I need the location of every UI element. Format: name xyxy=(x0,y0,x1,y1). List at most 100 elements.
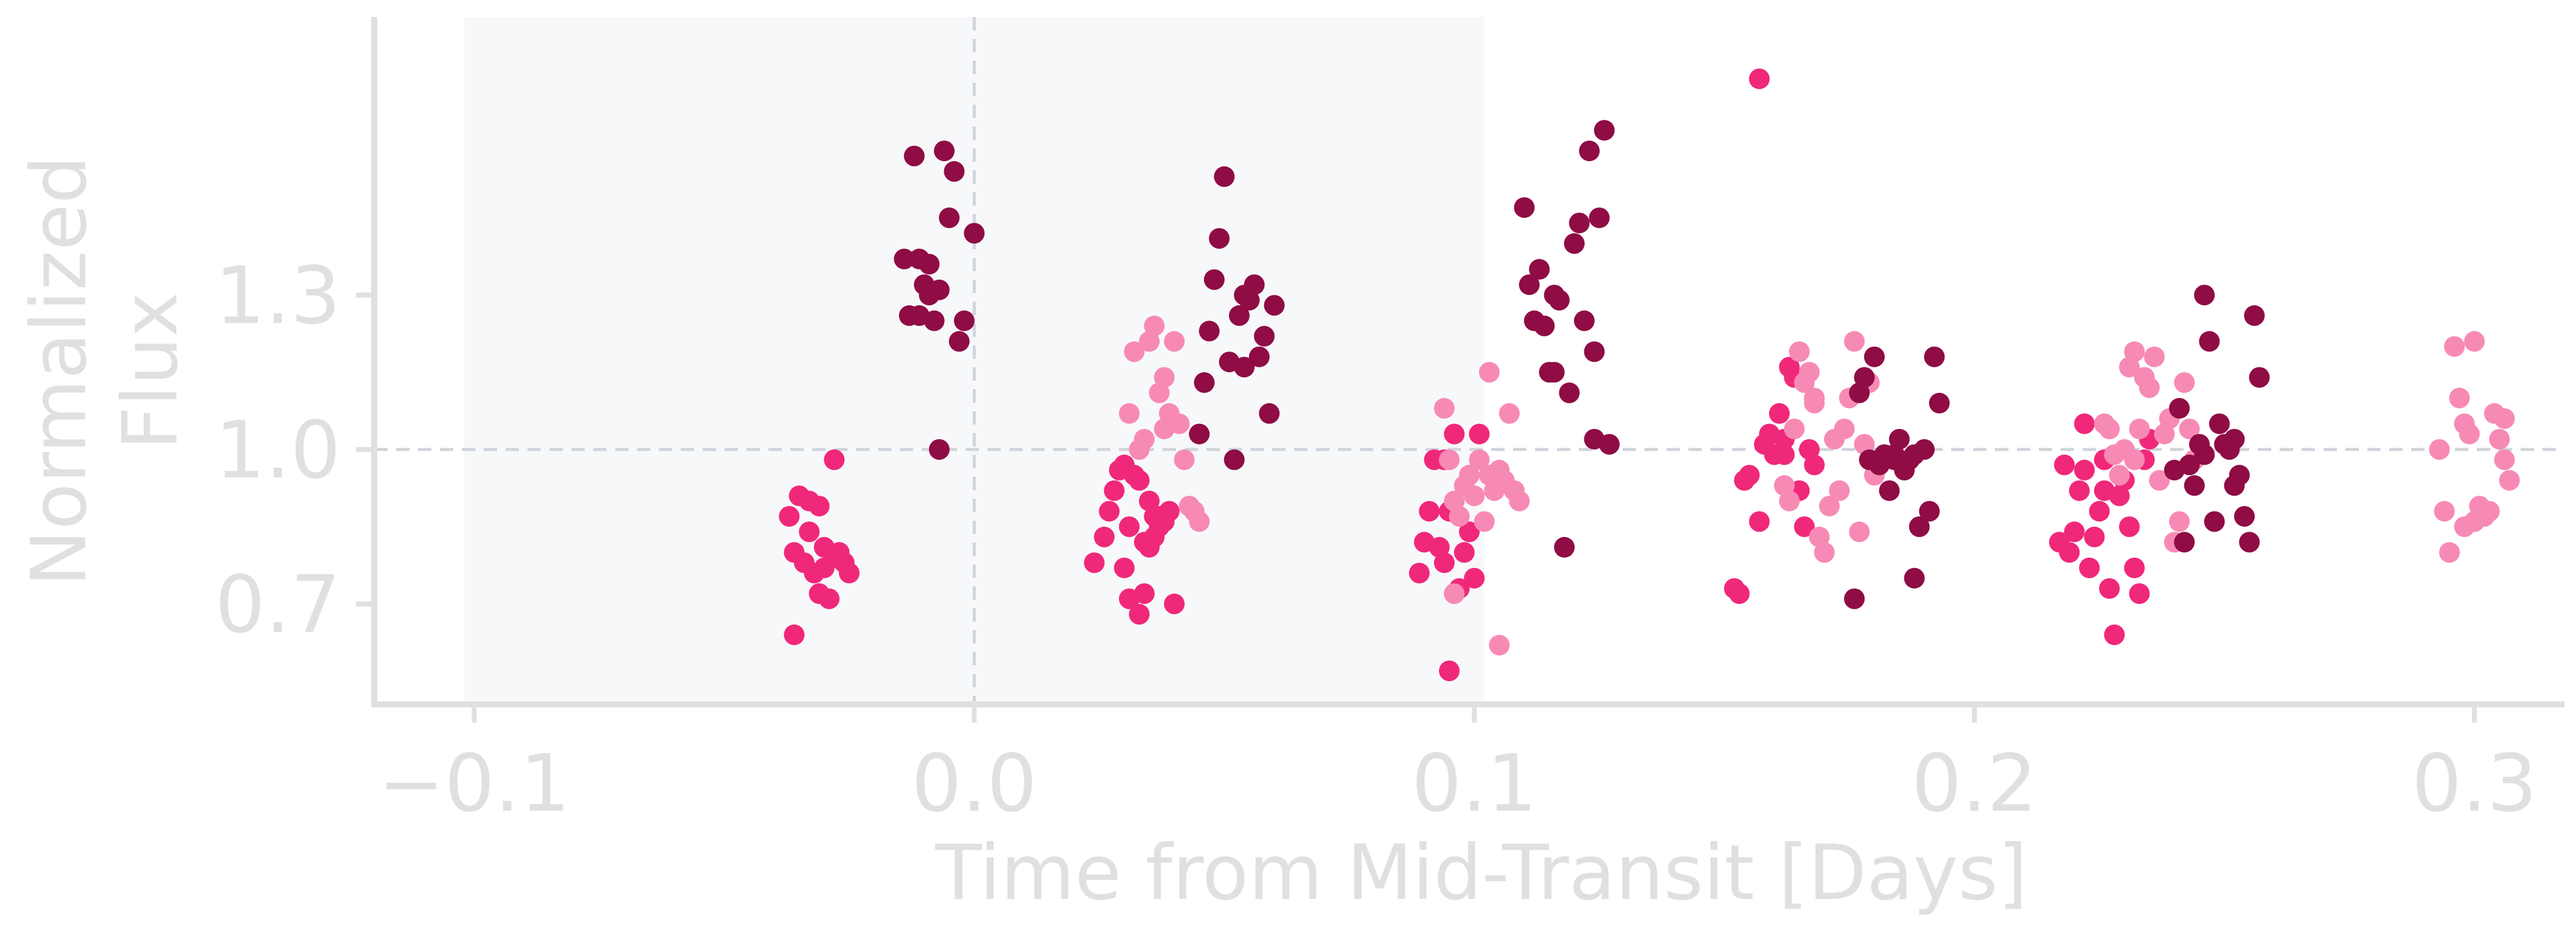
data-point xyxy=(2464,331,2485,352)
data-point xyxy=(1924,346,1945,367)
y-tick-label: 1.0 xyxy=(215,404,341,496)
data-point xyxy=(1589,207,1610,229)
data-point xyxy=(1849,521,1870,543)
x-tick-label: 0.0 xyxy=(911,737,1037,830)
data-point xyxy=(1419,501,1440,522)
data-point xyxy=(1554,536,1575,558)
data-point xyxy=(2494,449,2515,470)
data-point xyxy=(1544,285,1565,306)
data-point xyxy=(2079,557,2100,578)
data-points xyxy=(779,68,2520,681)
data-point xyxy=(2244,305,2265,326)
data-point xyxy=(2109,465,2130,486)
data-point xyxy=(1224,449,1245,470)
data-point xyxy=(1234,356,1255,378)
data-point xyxy=(1789,341,1810,362)
data-point xyxy=(2124,449,2145,470)
data-point xyxy=(1264,295,1285,316)
data-point xyxy=(1559,382,1580,403)
data-point xyxy=(809,496,830,517)
data-point xyxy=(2074,413,2095,434)
data-point xyxy=(2194,444,2215,465)
data-point xyxy=(824,449,845,470)
data-point xyxy=(1544,362,1565,383)
data-point xyxy=(779,506,800,527)
data-point xyxy=(1154,418,1175,440)
data-point xyxy=(1579,140,1600,162)
data-point xyxy=(1453,542,1475,563)
data-point xyxy=(2054,454,2075,476)
data-point xyxy=(1784,418,1805,440)
data-point xyxy=(2118,516,2140,537)
data-point xyxy=(964,223,985,244)
data-point xyxy=(1749,511,1770,532)
data-point xyxy=(944,161,965,182)
data-point xyxy=(1189,511,1210,532)
data-point xyxy=(1234,285,1255,306)
data-point xyxy=(1854,367,1875,388)
data-point xyxy=(1444,423,1465,445)
data-point xyxy=(2209,413,2230,434)
data-point xyxy=(2174,372,2195,393)
data-point xyxy=(1464,485,1485,507)
data-point xyxy=(1464,567,1485,589)
data-point xyxy=(2194,285,2215,306)
data-point xyxy=(1564,233,1585,254)
data-point xyxy=(2429,439,2450,460)
data-point xyxy=(2149,470,2170,491)
data-point xyxy=(1904,444,1925,465)
data-point xyxy=(1489,634,1510,656)
data-point xyxy=(1228,305,1250,326)
data-point xyxy=(1203,269,1225,290)
data-point xyxy=(1113,557,1135,578)
data-point xyxy=(2169,398,2190,419)
data-point xyxy=(1798,362,1820,383)
data-point xyxy=(1779,490,1800,512)
data-point xyxy=(1129,603,1150,625)
data-point xyxy=(2444,336,2465,357)
data-point xyxy=(903,145,925,167)
data-point xyxy=(939,207,960,229)
data-point xyxy=(2489,429,2510,450)
data-point xyxy=(1499,403,1520,424)
data-point xyxy=(1919,501,1940,522)
data-point xyxy=(1888,429,1910,450)
data-point xyxy=(934,140,955,162)
data-point xyxy=(1254,325,1275,347)
data-point xyxy=(1133,429,1155,450)
data-point xyxy=(1099,501,1120,522)
data-point xyxy=(2124,341,2145,362)
data-point xyxy=(1864,346,1885,367)
data-point xyxy=(2144,346,2165,367)
data-point xyxy=(1164,331,1185,352)
data-point xyxy=(2184,475,2205,496)
data-point xyxy=(784,624,805,645)
data-point xyxy=(1834,418,1855,440)
data-point xyxy=(2099,578,2120,599)
data-point xyxy=(2199,331,2220,352)
data-point xyxy=(2434,501,2455,522)
data-point xyxy=(2459,423,2480,445)
data-point xyxy=(908,305,930,326)
data-point xyxy=(2174,532,2195,553)
x-ticks: −0.1 0.0 0.1 0.2 0.3 xyxy=(378,704,2537,830)
data-point xyxy=(1728,583,1750,604)
y-axis-title-line-1: Normalized xyxy=(15,156,103,587)
data-point xyxy=(818,588,840,609)
data-point xyxy=(1804,454,1825,476)
data-point xyxy=(1199,321,1220,342)
data-point xyxy=(1439,661,1460,681)
data-point xyxy=(1769,403,1790,424)
data-point xyxy=(1469,449,1490,470)
data-point xyxy=(2439,542,2460,563)
data-point xyxy=(1084,552,1105,574)
x-tick-label: 0.2 xyxy=(1912,737,2038,830)
data-point xyxy=(1209,228,1230,249)
data-point xyxy=(1909,516,1930,537)
data-point xyxy=(2239,532,2260,553)
data-point xyxy=(1568,212,1590,234)
data-point xyxy=(1574,310,1595,331)
data-point xyxy=(1104,480,1125,501)
data-point xyxy=(1149,506,1170,527)
